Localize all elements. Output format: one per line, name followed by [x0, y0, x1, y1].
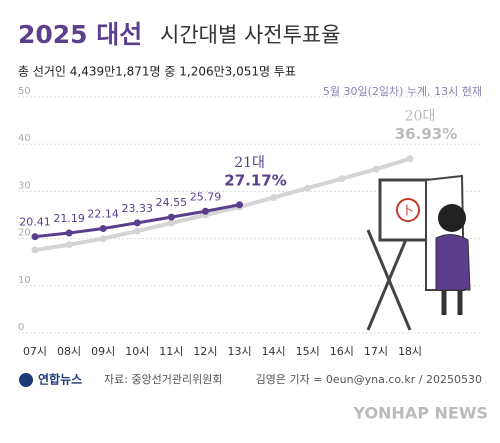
- data-label: 23.33: [122, 202, 154, 215]
- x-tick-label: 09시: [91, 345, 115, 358]
- data-point: [406, 155, 414, 163]
- data-point: [31, 233, 39, 241]
- data-point: [270, 194, 278, 202]
- data-point: [133, 227, 141, 235]
- y-tick-label: 30: [18, 180, 31, 191]
- data-label: 36.93%: [395, 125, 457, 143]
- x-tick-label: 07시: [23, 345, 47, 358]
- x-tick-label: 13시: [227, 345, 251, 358]
- x-tick-label: 18시: [398, 345, 422, 358]
- series-name: 21대: [234, 155, 265, 171]
- data-label: 22.14: [87, 207, 119, 220]
- data-point: [133, 219, 141, 227]
- data-point: [372, 165, 380, 173]
- data-label: 20.41: [19, 216, 51, 229]
- data-point: [167, 219, 175, 227]
- data-label: 24.55: [156, 196, 188, 209]
- data-label: 25.79: [190, 190, 222, 203]
- y-tick-label: 0: [18, 322, 24, 333]
- description: 총 선거인 4,439만1,871명 중 1,206만3,051명 투표: [18, 65, 296, 79]
- data-label: 27.17%: [224, 171, 286, 189]
- data-point: [99, 224, 107, 232]
- x-tick-label: 17시: [364, 345, 388, 358]
- x-tick-label: 14시: [262, 345, 286, 358]
- data-point: [65, 229, 73, 237]
- y-tick-label: 10: [18, 275, 31, 286]
- chart-title: 2025 대선: [18, 20, 142, 49]
- x-tick-label: 16시: [330, 345, 354, 358]
- x-tick-label: 08시: [57, 345, 81, 358]
- series-name: 20대: [405, 109, 436, 125]
- logo: [19, 373, 33, 387]
- y-tick-label: 40: [18, 133, 31, 144]
- data-point: [65, 241, 73, 249]
- y-tick-label: 50: [18, 86, 31, 97]
- source: 자료: 중앙선거관리위원회: [104, 373, 223, 386]
- credit: 김영은 기자 = 0eun@yna.co.kr / 20250530: [256, 373, 482, 386]
- watermark: YONHAP NEWS: [352, 404, 488, 423]
- series-line: [34, 156, 411, 252]
- data-point: [99, 235, 107, 243]
- y-tick-label: 20: [18, 228, 31, 239]
- x-tick-label: 10시: [125, 345, 149, 358]
- svg-text:卜: 卜: [402, 204, 414, 218]
- data-point: [304, 184, 312, 192]
- x-tick-label: 12시: [193, 345, 217, 358]
- note: 5월 30일(2일차) 누계, 13시 현재: [323, 84, 482, 98]
- data-point: [236, 201, 244, 209]
- ballot-illustration: 卜: [366, 174, 471, 331]
- chart-subtitle: 시간대별 사전투표율: [160, 23, 341, 47]
- x-tick-label: 11시: [159, 345, 183, 358]
- data-point: [338, 175, 346, 183]
- data-label: 21.19: [53, 212, 85, 225]
- data-point: [167, 213, 175, 221]
- data-point: [31, 246, 39, 254]
- publisher: 연합뉴스: [38, 372, 82, 387]
- x-tick-label: 15시: [296, 345, 320, 358]
- data-point: [201, 207, 209, 215]
